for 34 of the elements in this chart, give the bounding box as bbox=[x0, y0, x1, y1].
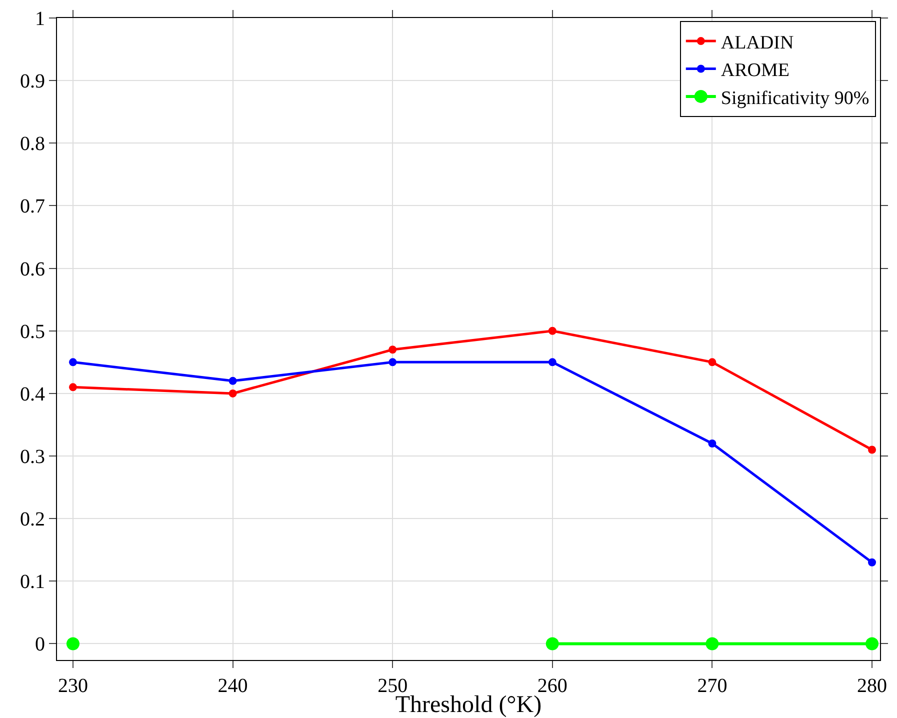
point bbox=[706, 637, 719, 650]
point bbox=[228, 376, 237, 385]
point bbox=[868, 446, 876, 454]
point bbox=[388, 358, 397, 366]
x-tick-label: 280 bbox=[857, 675, 888, 697]
y-tick-label: 0.4 bbox=[20, 383, 45, 406]
point bbox=[388, 346, 397, 354]
y-tick-label: 0.1 bbox=[20, 571, 45, 594]
point bbox=[228, 389, 237, 398]
legend-label: Significativity 90% bbox=[720, 88, 870, 109]
y-tick-label: 0.6 bbox=[20, 258, 45, 280]
y-tick-label: 0.3 bbox=[20, 446, 45, 468]
y-tick-label: 0.8 bbox=[20, 133, 45, 156]
point bbox=[546, 637, 559, 650]
y-tick-label: 0.2 bbox=[20, 508, 45, 531]
y-tick-label: 0 bbox=[35, 634, 45, 656]
y-tick-label: 0.9 bbox=[20, 70, 45, 93]
point bbox=[548, 326, 556, 335]
x-tick-label: 270 bbox=[697, 675, 728, 697]
point bbox=[66, 637, 80, 650]
x-tick-label: 230 bbox=[58, 675, 88, 697]
y-tick-label: 0.7 bbox=[20, 196, 45, 218]
x-tick-label: 240 bbox=[218, 675, 248, 697]
point bbox=[866, 637, 879, 650]
point bbox=[68, 383, 77, 392]
point bbox=[868, 558, 876, 566]
legend-label: AROME bbox=[720, 60, 790, 82]
point bbox=[68, 358, 77, 366]
y-tick-label: 0.5 bbox=[20, 320, 45, 343]
legend-label: ALADIN bbox=[720, 32, 794, 54]
point bbox=[708, 440, 716, 448]
point bbox=[548, 358, 556, 366]
y-tick-label: 1 bbox=[35, 8, 45, 30]
point bbox=[708, 358, 716, 366]
